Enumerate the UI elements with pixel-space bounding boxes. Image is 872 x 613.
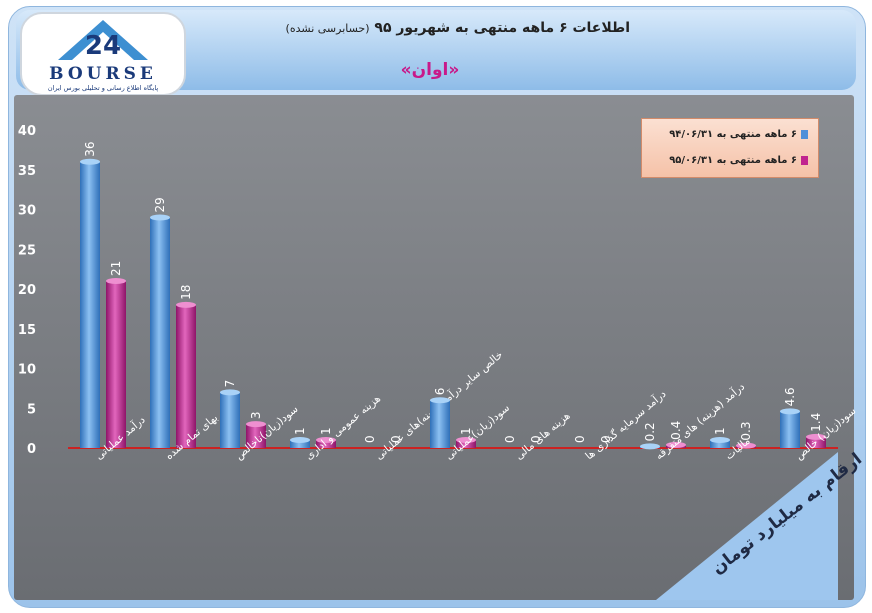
y-tick-label: 30 xyxy=(18,204,36,219)
page-title: اطلاعات ۶ ماهه منتهی به شهریور ۹۵ (حسابر… xyxy=(200,20,630,36)
bar-cap-series2-1 xyxy=(176,301,196,308)
bar-cap-series1-5 xyxy=(430,397,450,404)
bar-cap-series2-10 xyxy=(806,433,826,440)
y-tick-label: 0 xyxy=(27,442,36,457)
svg-text:24: 24 xyxy=(85,31,121,61)
category-label-5: سود(زیان)عملیاتی xyxy=(443,402,512,463)
bar-series1-10 xyxy=(780,411,800,448)
legend-item-series1: ۶ ماهه منتهی به ۹۴/۰۶/۳۱ xyxy=(669,129,808,140)
legend-swatch-series2 xyxy=(801,155,808,165)
data-label-series1-8: 0.2 xyxy=(643,422,657,441)
bar-cap-series2-9 xyxy=(736,442,756,449)
category-label-6: هزینه های مالی xyxy=(513,410,572,463)
bar-series2-3 xyxy=(316,440,336,448)
y-tick-label: 35 xyxy=(18,164,36,179)
data-label-series1-2: 7 xyxy=(223,380,237,388)
data-label-series2-4: 0 xyxy=(389,435,403,443)
data-label-series2-9: 0.3 xyxy=(739,422,753,441)
bar-cap-series2-0 xyxy=(106,278,126,285)
y-tick-label: 15 xyxy=(18,323,36,338)
data-label-series1-1: 29 xyxy=(153,197,167,212)
bar-series1-1 xyxy=(150,217,170,448)
data-label-series2-6: 0 xyxy=(529,435,543,443)
bar-series2-2 xyxy=(246,424,266,448)
data-label-series2-5: 1 xyxy=(459,427,473,435)
bar-cap-series1-2 xyxy=(220,389,240,396)
y-tick-label: 25 xyxy=(18,243,36,258)
bar-cap-series1-3 xyxy=(290,437,310,444)
bar-series1-0 xyxy=(80,161,100,449)
bar-cap-series2-3 xyxy=(316,437,336,444)
data-label-series1-10: 4.6 xyxy=(783,387,797,406)
bar-series2-1 xyxy=(176,304,196,448)
bar-series1-9 xyxy=(710,440,730,448)
bar-cap-series1-9 xyxy=(710,437,730,444)
data-label-series2-2: 3 xyxy=(249,412,263,420)
bar-cap-series1-1 xyxy=(150,214,170,221)
y-tick-label: 20 xyxy=(18,283,36,298)
data-label-series1-7: 0 xyxy=(573,435,587,443)
bar-cap-series2-2 xyxy=(246,421,266,428)
data-label-series2-1: 18 xyxy=(179,285,193,300)
note-triangle xyxy=(656,452,838,600)
category-label-3: هزینه عمومی و اداری xyxy=(303,393,383,463)
bar-cap-series1-0 xyxy=(80,158,100,165)
bar-series1-2 xyxy=(220,392,240,448)
data-label-series1-3: 1 xyxy=(293,427,307,435)
data-label-series1-0: 36 xyxy=(83,142,97,157)
company-name: «اوان» xyxy=(400,60,460,80)
bar-series2-10 xyxy=(806,436,826,448)
data-label-series1-5: 6 xyxy=(433,388,447,396)
logo-tagline: پایگاه اطلاع رسانی و تحلیلی بورس ایران xyxy=(47,84,159,92)
data-label-series1-9: 1 xyxy=(713,427,727,435)
bar-series1-5 xyxy=(430,400,450,448)
data-label-series2-8: 0.4 xyxy=(669,421,683,440)
category-label-2: سود(زیان)ناخالص xyxy=(233,403,300,462)
chart-legend: ۶ ماهه منتهی به ۹۴/۰۶/۳۱ ۶ ماهه منتهی به… xyxy=(641,118,819,178)
data-label-series2-3: 1 xyxy=(319,427,333,435)
bar-cap-series2-8 xyxy=(666,441,686,448)
bar-series1-3 xyxy=(290,440,310,448)
data-label-series2-10: 1.4 xyxy=(809,413,823,432)
logo-word: BOURSE xyxy=(49,64,157,84)
data-label-series1-4: 0 xyxy=(363,435,377,443)
legend-item-series2: ۶ ماهه منتهی به ۹۵/۰۶/۳۱ xyxy=(669,155,808,166)
y-tick-label: 5 xyxy=(27,402,36,417)
data-label-series2-0: 21 xyxy=(109,261,123,276)
bar-cap-series1-8 xyxy=(640,443,660,450)
bar-cap-series1-10 xyxy=(780,408,800,415)
y-tick-label: 40 xyxy=(18,124,36,139)
bar-series2-5 xyxy=(456,440,476,448)
data-label-series2-7: 0 xyxy=(599,435,613,443)
data-label-series1-6: 0 xyxy=(503,435,517,443)
title-text: اطلاعات ۶ ماهه منتهی به شهریور ۹۵ xyxy=(374,20,630,36)
y-tick-label: 10 xyxy=(18,363,36,378)
24-logo-icon: 24 xyxy=(58,20,148,61)
legend-label-series2: ۶ ماهه منتهی به ۹۵/۰۶/۳۱ xyxy=(669,155,797,166)
title-subtitle: (حسابرسی نشده) xyxy=(285,22,370,35)
legend-swatch-series1 xyxy=(801,129,808,139)
bar-series2-0 xyxy=(106,281,126,448)
bar-cap-series2-5 xyxy=(456,437,476,444)
legend-label-series1: ۶ ماهه منتهی به ۹۴/۰۶/۳۱ xyxy=(669,129,797,140)
